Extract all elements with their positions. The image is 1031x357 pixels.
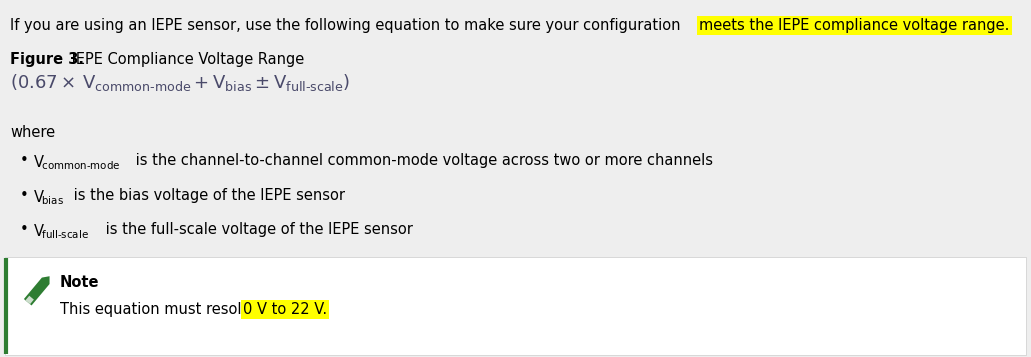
Text: $(0.67\times\,\mathrm{V}_{\mathrm{common\text{-}mode}} + \mathrm{V}_{\mathrm{bia: $(0.67\times\,\mathrm{V}_{\mathrm{common… — [10, 72, 351, 93]
Text: If you are using an IEPE sensor, use the following equation to make sure your co: If you are using an IEPE sensor, use the… — [10, 18, 686, 33]
Text: If you are using an IEPE sensor, use the following equation to make sure your co: If you are using an IEPE sensor, use the… — [10, 18, 686, 33]
Text: Note: Note — [60, 275, 100, 290]
Text: is the channel-to-channel common-mode voltage across two or more channels: is the channel-to-channel common-mode vo… — [131, 153, 713, 168]
Text: is the full-scale voltage of the IEPE sensor: is the full-scale voltage of the IEPE se… — [101, 222, 412, 237]
Text: 0 V to 22 V.: 0 V to 22 V. — [243, 302, 327, 317]
Text: IEPE Compliance Voltage Range: IEPE Compliance Voltage Range — [67, 52, 304, 67]
Text: •: • — [20, 222, 29, 237]
Text: meets the IEPE compliance voltage range.: meets the IEPE compliance voltage range. — [699, 18, 1009, 33]
Text: is the bias voltage of the IEPE sensor: is the bias voltage of the IEPE sensor — [69, 188, 345, 203]
Text: $\mathrm{V}_{\!\mathrm{common\text{-}mode}}$: $\mathrm{V}_{\!\mathrm{common\text{-}mod… — [33, 153, 121, 172]
Polygon shape — [24, 276, 49, 306]
FancyBboxPatch shape — [5, 257, 1026, 355]
Text: $\mathrm{V}_{\!\mathrm{full\text{-}scale}}$: $\mathrm{V}_{\!\mathrm{full\text{-}scale… — [33, 222, 89, 241]
Text: •: • — [20, 188, 29, 203]
Text: This equation must resolve to: This equation must resolve to — [60, 302, 282, 317]
Text: Figure 3.: Figure 3. — [10, 52, 84, 67]
Polygon shape — [26, 296, 34, 304]
Text: $\mathrm{V}_{\!\mathrm{bias}}$: $\mathrm{V}_{\!\mathrm{bias}}$ — [33, 188, 64, 207]
Text: where: where — [10, 125, 55, 140]
Text: •: • — [20, 153, 29, 168]
